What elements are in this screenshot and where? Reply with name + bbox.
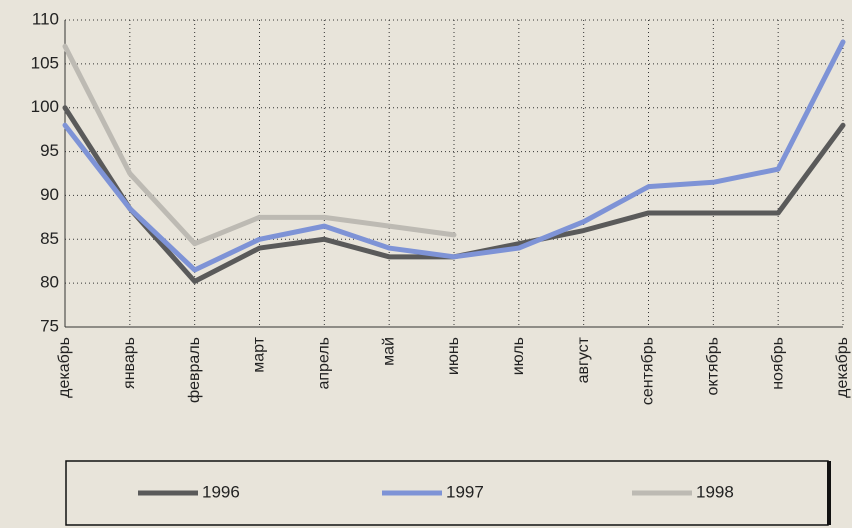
x-tick-label: июнь [445,337,462,375]
x-tick-label: август [575,336,592,383]
x-tick-label: сентябрь [640,337,657,405]
x-tick-label: март [251,336,268,372]
legend-label: 1998 [696,482,734,501]
y-tick-label: 110 [32,9,59,28]
x-tick-label: январь [121,337,138,389]
x-tick-label: декабрь [834,337,851,398]
y-tick-label: 80 [40,273,59,292]
x-tick-label: июль [510,337,527,375]
x-tick-label: ноябрь [769,337,786,390]
y-tick-label: 85 [40,229,59,248]
legend-label: 1997 [446,482,484,501]
x-tick-label: февраль [186,337,203,403]
series-line [62,39,846,273]
y-tick-label: 90 [40,185,59,204]
y-tick-label: 75 [40,316,59,335]
y-tick-label: 95 [40,141,59,160]
x-tick-label: апрель [316,337,333,390]
y-tick-label: 100 [31,97,59,116]
series-line [62,43,457,247]
x-tick-label: октябрь [705,337,722,395]
legend-label: 1996 [202,482,240,501]
y-tick-label: 105 [31,53,59,72]
x-tick-label: май [380,337,397,366]
x-tick-label: декабрь [56,337,73,398]
